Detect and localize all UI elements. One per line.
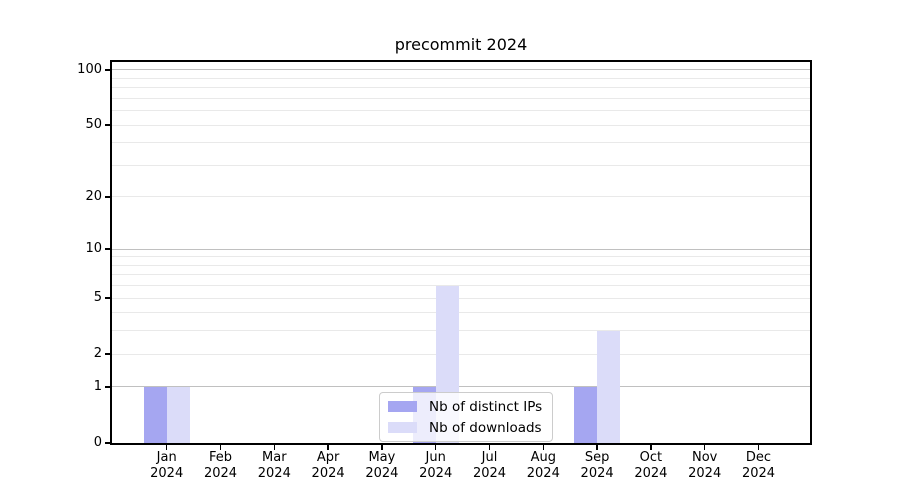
y-gridline-minor <box>112 164 810 166</box>
bar-downloads <box>597 330 621 443</box>
y-gridline-minor <box>112 312 810 314</box>
legend-item-distinct-ips: Nb of distinct IPs <box>388 398 542 415</box>
x-tick-label: Nov 2024 <box>688 450 722 481</box>
y-gridline-minor <box>112 97 810 99</box>
plot-area <box>110 60 812 445</box>
y-gridline-minor <box>112 264 810 266</box>
y-gridline-minor <box>112 297 810 299</box>
y-gridline-major <box>112 69 810 71</box>
x-tick-label: Oct 2024 <box>634 450 668 481</box>
x-tick-mark <box>434 445 437 450</box>
x-tick-label: Jan 2024 <box>150 450 184 481</box>
bar-distinct-ips <box>574 386 598 443</box>
y-gridline-minor <box>112 196 810 198</box>
legend-label-distinct-ips: Nb of distinct IPs <box>429 398 543 415</box>
legend: Nb of distinct IPs Nb of downloads <box>379 392 554 442</box>
y-tick-mark <box>105 248 110 250</box>
y-gridline-minor <box>112 110 810 112</box>
y-tick-mark <box>105 386 110 388</box>
y-gridline-major <box>112 248 810 250</box>
y-tick-mark <box>105 69 110 71</box>
y-gridline-minor <box>112 274 810 276</box>
y-tick-label: 5 <box>93 290 102 306</box>
y-tick-label: 0 <box>93 435 102 450</box>
y-tick-label: 2 <box>93 346 102 362</box>
y-gridline-minor <box>112 77 810 79</box>
x-tick-mark <box>596 445 598 450</box>
x-tick-label: May 2024 <box>365 450 399 481</box>
y-tick-label: 50 <box>85 117 102 133</box>
x-tick-label: Mar 2024 <box>257 450 291 481</box>
x-tick-mark <box>488 445 491 450</box>
y-tick-mark <box>105 124 110 126</box>
legend-label-downloads: Nb of downloads <box>429 419 542 436</box>
x-tick-label: Feb 2024 <box>203 450 238 481</box>
y-tick-mark <box>105 353 110 355</box>
bar-downloads <box>166 386 190 443</box>
x-tick-label: Dec 2024 <box>741 450 776 481</box>
x-tick-mark <box>757 445 760 450</box>
y-tick-label: 20 <box>85 188 102 204</box>
bar-distinct-ips <box>143 386 167 443</box>
y-tick-label: 100 <box>77 61 102 77</box>
x-tick-mark <box>219 445 222 450</box>
chart-title: precommit 2024 <box>394 35 528 54</box>
x-tick-mark <box>542 445 545 450</box>
y-gridline-minor <box>112 330 810 332</box>
y-gridline-minor <box>112 124 810 126</box>
y-tick-mark <box>105 442 110 444</box>
y-gridline-minor <box>112 285 810 287</box>
y-gridline-major <box>112 386 810 388</box>
legend-swatch-downloads-icon <box>388 422 417 433</box>
x-tick-mark <box>165 445 168 450</box>
legend-item-downloads: Nb of downloads <box>388 419 542 436</box>
y-gridline-minor <box>112 256 810 258</box>
x-tick-mark <box>650 445 652 450</box>
y-tick-mark <box>105 297 110 299</box>
x-tick-mark <box>327 445 329 450</box>
y-tick-label: 1 <box>93 378 102 394</box>
x-tick-label: Jun 2024 <box>419 450 453 481</box>
x-tick-label: Jul 2024 <box>472 450 507 481</box>
y-gridline-minor <box>112 353 810 355</box>
y-gridline-minor <box>112 142 810 144</box>
y-tick-mark <box>105 196 110 198</box>
x-tick-mark <box>381 445 383 450</box>
x-tick-label: Aug 2024 <box>526 450 560 481</box>
x-tick-label: Apr 2024 <box>311 450 345 481</box>
x-tick-mark <box>273 445 276 450</box>
legend-swatch-distinct-ips-icon <box>388 401 417 412</box>
y-tick-label: 10 <box>85 241 102 257</box>
x-tick-mark <box>703 445 706 450</box>
y-gridline-minor <box>112 87 810 89</box>
x-tick-label: Sep 2024 <box>580 450 614 481</box>
